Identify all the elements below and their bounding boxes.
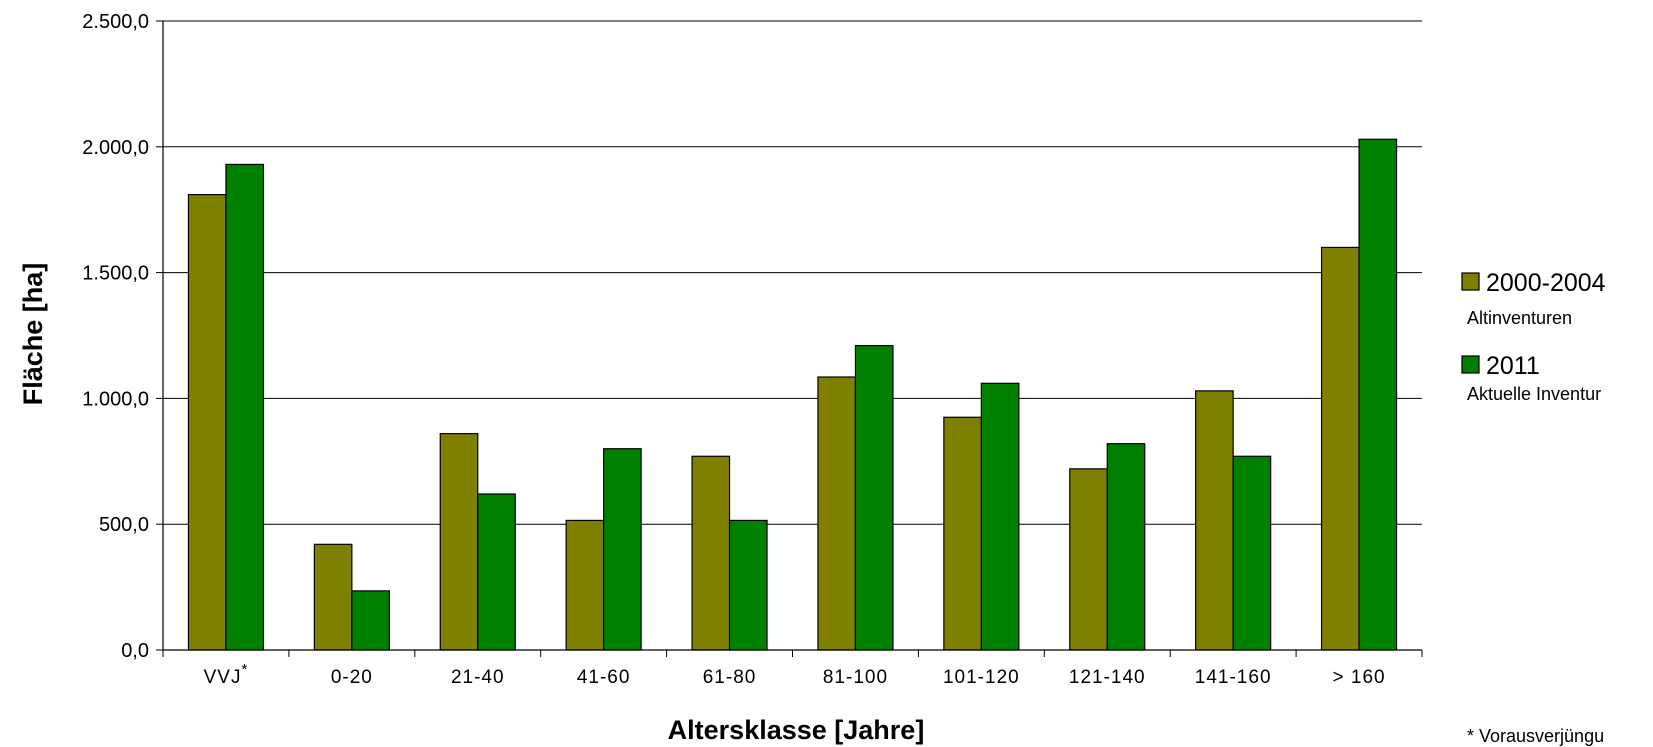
bar-series-1-3 bbox=[439, 433, 479, 651]
bar-series-1-5 bbox=[691, 455, 731, 651]
x-tick-label: 101-120 bbox=[943, 667, 1020, 688]
x-tick-label: VVJ* bbox=[204, 661, 249, 688]
bar-series-1-10 bbox=[1320, 246, 1360, 651]
bar-series-2-10 bbox=[1358, 138, 1398, 651]
footnote: * Vorausverjüngu bbox=[1467, 726, 1604, 746]
y-tick-label: 0,0 bbox=[121, 640, 149, 662]
legend-label-series-2: 2011 bbox=[1486, 352, 1540, 380]
bar-series-2-3 bbox=[477, 493, 516, 651]
legend-swatch-series-2 bbox=[1461, 355, 1480, 374]
x-tick-label: 141-160 bbox=[1195, 667, 1272, 688]
y-axis-title: Fläche [ha] bbox=[18, 263, 48, 406]
bar-series-2-7 bbox=[980, 382, 1020, 651]
y-axis-ticks: 0,0 500,0 1.000,0 1.500,0 2.000,0 2.500,0 bbox=[82, 11, 163, 662]
bar-series-2-4 bbox=[603, 448, 642, 651]
axes bbox=[162, 21, 1423, 657]
bars bbox=[187, 138, 1398, 651]
bar-series-2-9 bbox=[1232, 455, 1272, 651]
x-tick-label: > 160 bbox=[1333, 667, 1386, 688]
bar-series-2-8 bbox=[1106, 443, 1146, 651]
x-tick-label: 121-140 bbox=[1069, 667, 1146, 688]
bar-series-1-6 bbox=[817, 376, 857, 651]
legend-label-series-1: 2000-2004 bbox=[1486, 269, 1606, 297]
legend: 2000-2004 Altinventuren 2011 Aktuelle In… bbox=[1461, 269, 1606, 404]
x-axis-title: Altersklasse [Jahre] bbox=[668, 715, 925, 745]
bar-series-1-9 bbox=[1195, 390, 1234, 651]
bar-series-1-1 bbox=[187, 194, 227, 651]
x-tick-label: 81-100 bbox=[823, 667, 888, 688]
legend-sublabel-series-1: Altinventuren bbox=[1467, 308, 1572, 328]
legend-sublabel-series-2: Aktuelle Inventur bbox=[1467, 384, 1601, 404]
y-tick-label: 1.000,0 bbox=[82, 388, 149, 410]
bar-series-2-5 bbox=[728, 519, 768, 651]
bar-series-2-6 bbox=[854, 344, 894, 651]
bar-series-1-2 bbox=[313, 543, 353, 651]
x-axis-labels: VVJ* 0-20 21-40 41-60 61-80 81-100 101-120 121-… bbox=[204, 661, 1386, 688]
x-tick-label: 21-40 bbox=[451, 667, 505, 688]
x-tick-label: 61-80 bbox=[703, 667, 757, 688]
bar-series-1-7 bbox=[943, 416, 982, 651]
bar-series-1-4 bbox=[565, 519, 605, 651]
legend-swatch-series-1 bbox=[1461, 272, 1480, 291]
y-tick-label: 2.500,0 bbox=[82, 11, 149, 33]
x-tick-label: 41-60 bbox=[577, 667, 631, 688]
y-tick-label: 2.000,0 bbox=[82, 137, 149, 159]
x-tick-label: 0-20 bbox=[331, 667, 373, 688]
y-tick-label: 500,0 bbox=[99, 514, 149, 536]
y-tick-label: 1.500,0 bbox=[82, 263, 149, 285]
bar-series-2-1 bbox=[225, 163, 265, 651]
bar-series-2-2 bbox=[351, 590, 390, 651]
bar-series-1-8 bbox=[1069, 468, 1108, 651]
